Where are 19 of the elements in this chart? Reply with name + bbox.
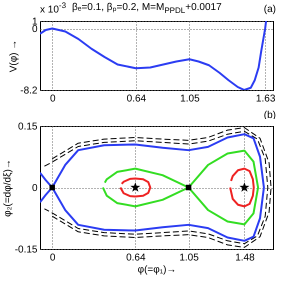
- y-axis-title: φ₂(=dφ/dξ)→: [2, 159, 14, 217]
- y-tick-label: 0: [32, 183, 38, 194]
- y-tick-label: -8.2: [20, 86, 38, 96]
- text: (a): [264, 4, 276, 15]
- x-tick-label: 0.64: [126, 252, 146, 264]
- x-tick-label: 0: [50, 94, 56, 104]
- y-axis-title: V(φ) →: [8, 40, 20, 72]
- x-tick-label: 0.64: [126, 94, 147, 104]
- y-tick-label: 0: [32, 24, 38, 35]
- x-tick-label: 1.05: [180, 94, 200, 104]
- x-tick-label: 0: [50, 252, 56, 264]
- text: x 10$^{-3}$: [40, 0, 66, 15]
- y-tick-label: 0.15: [18, 122, 38, 132]
- y-tick-label: -0.15: [14, 244, 38, 256]
- x-tick-label: 1.63: [256, 94, 276, 104]
- x-tick-label: 1.48: [235, 252, 256, 264]
- chart-title: βₑ=0.1, βₚ=0.2, M=M$_{PPDL}$+0.0017: [72, 1, 222, 15]
- x-tick-label: 1.05: [179, 252, 200, 264]
- x-axis-title: φ(=φ₁)→: [138, 264, 176, 276]
